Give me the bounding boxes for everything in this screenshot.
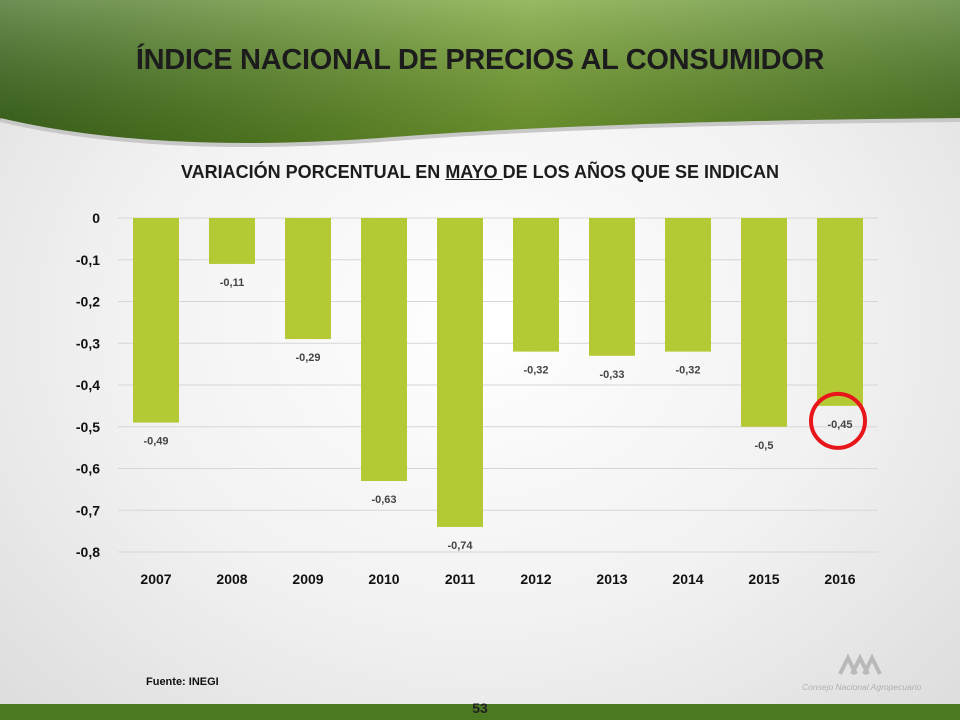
bar	[209, 218, 255, 264]
bar	[285, 218, 331, 340]
bar	[817, 218, 863, 406]
data-label: -0,33	[599, 369, 624, 381]
x-tick-label: 2008	[216, 571, 247, 587]
bar	[437, 218, 483, 527]
data-label: -0,49	[143, 436, 168, 448]
x-tick-label: 2013	[596, 571, 627, 587]
header-banner	[0, 0, 960, 148]
subtitle-month: MAYO	[445, 162, 503, 182]
x-tick-label: 2015	[748, 571, 779, 587]
y-tick-label: -0,7	[76, 502, 100, 518]
x-tick-label: 2010	[368, 571, 399, 587]
chart-subtitle: VARIACIÓN PORCENTUAL EN MAYO DE LOS AÑOS…	[0, 162, 960, 183]
y-tick-label: 0	[92, 210, 100, 226]
source-note: Fuente: INEGI	[146, 676, 219, 688]
x-tick-label: 2011	[445, 571, 476, 587]
footer-bar	[0, 704, 960, 720]
data-label: -0,11	[220, 277, 244, 289]
x-tick-label: 2014	[672, 571, 703, 587]
y-tick-label: -0,1	[76, 252, 100, 268]
y-tick-label: -0,8	[76, 544, 100, 560]
page-number: 53	[472, 700, 488, 716]
bar	[361, 218, 407, 482]
y-tick-label: -0,6	[76, 461, 100, 477]
bar	[513, 218, 559, 352]
logo-text: Consejo Nacional Agropecuario	[802, 682, 922, 692]
y-tick-label: -0,3	[76, 335, 100, 351]
slide-title: ÍNDICE NACIONAL DE PRECIOS AL CONSUMIDOR	[135, 44, 825, 76]
data-label: -0,32	[523, 365, 548, 377]
subtitle-prefix: VARIACIÓN PORCENTUAL EN	[180, 162, 446, 182]
highlight-circle	[809, 391, 867, 450]
data-label: -0,32	[675, 365, 700, 377]
y-tick-label: -0,5	[76, 419, 100, 435]
data-label: -0,45	[827, 419, 852, 431]
x-tick-label: 2007	[140, 571, 171, 587]
data-label: -0,5	[755, 440, 774, 452]
x-tick-label: 2016	[824, 571, 855, 587]
bar	[741, 218, 787, 427]
bar	[589, 218, 635, 356]
x-tick-label: 2012	[520, 571, 551, 587]
data-label: -0,29	[295, 352, 320, 364]
bar	[133, 218, 179, 423]
bar	[665, 218, 711, 352]
x-tick-label: 2009	[292, 571, 323, 587]
subtitle-suffix: DE LOS AÑOS QUE SE INDICAN	[502, 162, 780, 182]
y-tick-label: -0,4	[76, 377, 100, 393]
y-tick-label: -0,2	[76, 294, 100, 310]
data-label: -0,63	[371, 494, 396, 506]
council-logo: Consejo Nacional Agropecuario	[802, 653, 922, 692]
data-label: -0,74	[447, 540, 473, 552]
bar-chart: 0 -0,1 -0,2 -0,3 -0,4 -0,5 -0,6 -0,7 -0,8 -0,49 20…	[76, 210, 878, 587]
